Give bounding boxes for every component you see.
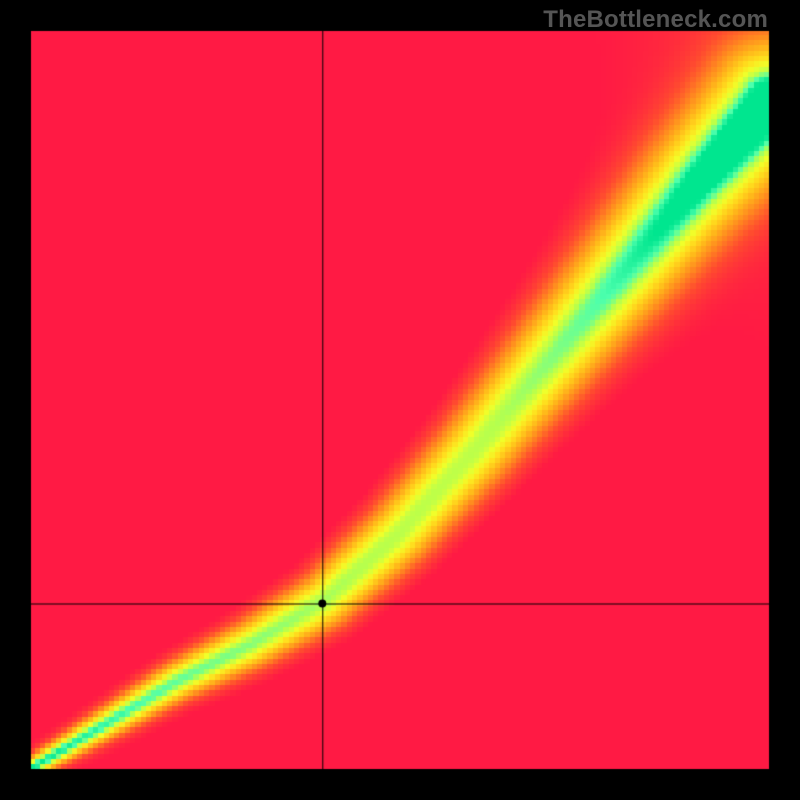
watermark-text: TheBottleneck.com xyxy=(543,6,768,34)
figure-container: TheBottleneck.com xyxy=(0,0,800,800)
bottleneck-heatmap xyxy=(0,0,800,800)
